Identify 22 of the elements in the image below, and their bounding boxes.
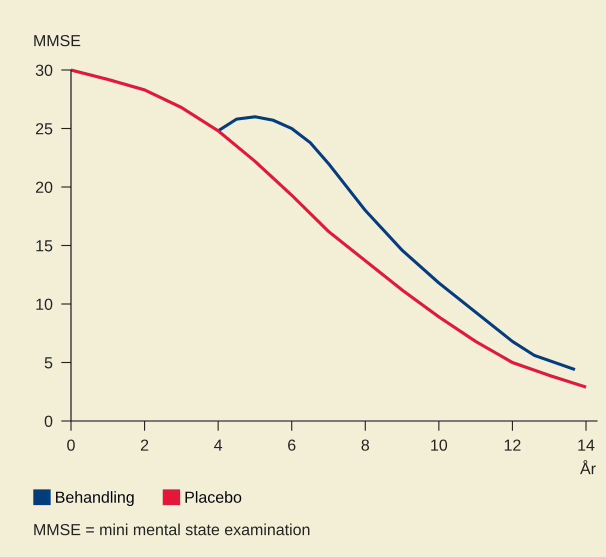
y-tick-label: 10 <box>36 298 52 310</box>
x-axis-title: År <box>580 460 596 474</box>
y-tick-label: 20 <box>36 182 52 193</box>
text: MMSE = mini mental state examination <box>34 524 310 536</box>
x-tick-label: 2 <box>140 439 148 451</box>
y-axis-title: MMSE <box>34 34 80 46</box>
x-tick-label: 4 <box>214 440 222 451</box>
line-series <box>216 115 576 372</box>
x-tick-label: 14 <box>578 440 594 451</box>
y-tick-label: 5 <box>44 357 52 368</box>
y-tick-label: 15 <box>36 240 52 252</box>
x-tick-label: 10 <box>431 439 448 451</box>
x-tick-label: 6 <box>288 439 296 451</box>
y-tick-label: 25 <box>36 123 52 134</box>
y-tick-label: 0 <box>44 416 52 427</box>
x-tick-label: 12 <box>504 439 521 451</box>
line-series <box>69 68 588 389</box>
legend-label: Behandling <box>56 491 134 506</box>
y-tick-label: 30 <box>36 64 52 76</box>
legend-label: Placebo <box>186 491 242 503</box>
x-tick-label: 8 <box>362 439 370 451</box>
x-tick-label: 0 <box>67 439 75 451</box>
